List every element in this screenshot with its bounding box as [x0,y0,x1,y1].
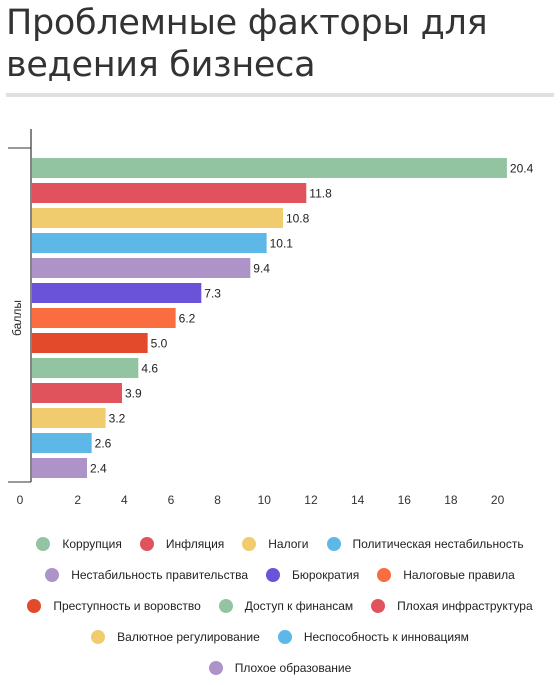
bar-value-label: 5.0 [151,337,168,351]
bar [32,233,267,253]
bar-value-label: 9.4 [253,262,270,276]
legend-row: Валютное регулирование Неспособность к ин… [0,621,560,652]
legend-item[interactable]: Налоговые правила [377,567,515,582]
legend-label: Налоговые правила [403,567,515,582]
legend-item[interactable]: Преступность и воровство [27,598,201,613]
legend-item[interactable]: Инфляция [139,536,225,551]
bar-value-label: 11.8 [309,187,332,201]
legend: Коррупция Инфляция Налоги Политическая нест… [0,528,560,683]
x-tick-label: 14 [351,493,365,507]
legend-swatch [36,536,51,551]
legend-item[interactable]: Неспособность к инновациям [277,629,469,644]
x-tick-label: 16 [398,493,412,507]
legend-label: Политическая нестабильность [352,536,524,551]
x-tick-label: 4 [121,493,128,507]
legend-label: Плохая инфраструктура [397,598,533,613]
x-tick-label: 10 [258,493,272,507]
legend-swatch [91,629,106,644]
bar-value-label: 4.6 [141,362,158,376]
bar-value-label: 3.9 [125,387,142,401]
legend-swatch [218,598,233,613]
bar-value-label: 6.2 [179,312,196,326]
legend-label: Инфляция [165,536,225,551]
bar-value-label: 10.1 [270,237,294,251]
legend-swatch [371,598,386,613]
legend-swatch [45,567,60,582]
bar [32,308,176,328]
legend-item[interactable]: Коррупция [36,536,122,551]
legend-swatch [266,567,280,582]
bar-value-label: 20.4 [510,162,534,176]
title-divider [6,93,554,97]
legend-label: Нестабильность правительства [71,567,248,582]
legend-swatch [242,536,257,551]
axis-layer: 0 2 4 6 8 10 12 14 16 18 20 [8,129,505,507]
legend-row: Нестабильность правительства Бюрократия На… [0,559,560,590]
legend-swatch [326,536,341,551]
bar [32,208,283,228]
x-tick-label: 8 [214,493,221,507]
bar [32,183,307,203]
bar [32,383,122,403]
chart-title: Проблемные факторы для ведения бизнеса [6,3,488,85]
legend-label: Налоги [268,536,309,551]
legend-row: Преступность и воровство Доступ к финанса… [0,590,560,621]
bar [32,158,507,178]
legend-item[interactable]: Валютное регулирование [91,629,260,644]
bar-layer [32,158,507,478]
bar [32,408,106,428]
legend-swatch [27,598,42,613]
legend-row: Коррупция Инфляция Налоги Политическая нест… [0,528,560,559]
legend-swatch [377,567,392,582]
value-label-layer: 20.4 11.8 10.8 10.19.4 7.3 6.2 5.0 4.6 3.9 3.2 2.6… [90,162,534,476]
legend-swatch [277,629,292,644]
legend-row: Плохое образование [0,652,560,683]
bar [32,358,139,378]
x-tick-label: 6 [168,493,175,507]
bar [32,458,87,478]
legend-item[interactable]: Плохая инфраструктура [371,598,533,613]
bar-value-label: 2.4 [90,462,107,476]
legend-label: Валютное регулирование [117,629,260,644]
legend-swatch [139,536,154,551]
bar [32,258,251,278]
y-axis-title: баллы [10,300,24,336]
bar [32,433,92,453]
legend-item[interactable]: Бюрократия [266,567,360,582]
x-tick-label: 2 [74,493,81,507]
bar-value-label: 10.8 [286,212,310,226]
legend-swatch [208,660,223,675]
legend-label: Преступность и воровство [53,598,201,613]
bar-value-label: 3.2 [109,412,126,426]
legend-label: Доступ к финансам [244,598,354,613]
legend-label: Коррупция [62,536,122,551]
bar [32,333,148,353]
x-tick-label: 0 [17,493,24,507]
legend-label: Неспособность к инновациям [303,629,469,644]
bar-value-label: 2.6 [95,437,112,451]
bar [32,283,202,303]
x-tick-label: 12 [304,493,318,507]
legend-item[interactable]: Политическая нестабильность [326,536,524,551]
legend-item[interactable]: Нестабильность правительства [45,567,248,582]
legend-label: Бюрократия [292,567,360,582]
x-tick-label: 20 [491,493,505,507]
bar-value-label: 7.3 [204,287,221,301]
legend-item[interactable]: Налоги [242,536,309,551]
bar-chart: 0 2 4 6 8 10 12 14 16 18 20 20.4 11.8 10.8 10.19.4 7.3… [8,129,534,507]
legend-item[interactable]: Доступ к финансам [218,598,354,613]
legend-item[interactable]: Плохое образование [208,660,352,675]
x-tick-label: 18 [444,493,458,507]
legend-label: Плохое образование [234,660,352,675]
